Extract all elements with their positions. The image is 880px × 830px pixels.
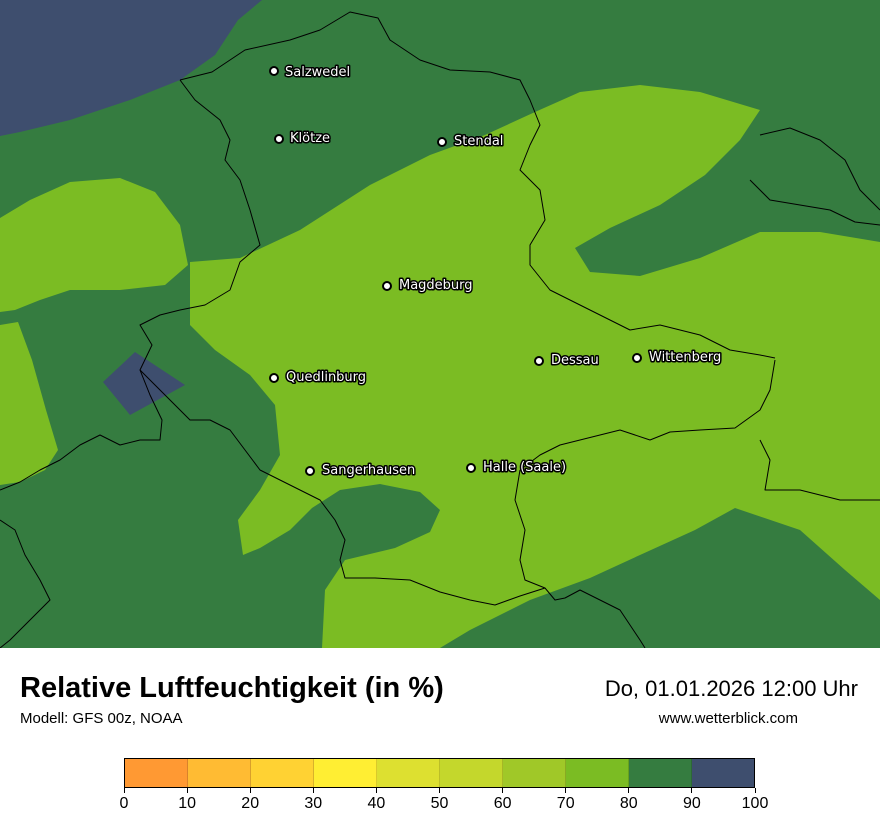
humidity-area-90-100-harz bbox=[103, 352, 185, 415]
legend-tick-label: 0 bbox=[119, 795, 129, 812]
state-border-southwest-corner bbox=[0, 519, 51, 648]
city-label-stendal: Stendal bbox=[454, 134, 503, 149]
state-border-south-east bbox=[519, 359, 776, 471]
border-lines bbox=[0, 11, 880, 648]
legend-tick-mark bbox=[249, 788, 251, 793]
model-info: Modell: GFS 00z, NOAA bbox=[20, 710, 183, 727]
state-border-north bbox=[179, 11, 776, 359]
legend-tick-label: 100 bbox=[741, 795, 769, 812]
legend-tick-mark bbox=[628, 788, 630, 793]
legend-swatch-8 bbox=[629, 759, 692, 787]
city-label-dessau: Dessau bbox=[551, 353, 599, 368]
city-marker-magdeburg: Magdeburg bbox=[382, 277, 474, 295]
website-link: www.wetterblick.com bbox=[658, 710, 798, 727]
city-dot bbox=[382, 281, 392, 291]
legend-swatch-5 bbox=[440, 759, 503, 787]
city-marker-salzwedel: Salzwedel bbox=[269, 64, 352, 82]
legend-tick-mark bbox=[312, 788, 314, 793]
city-label-halle: Halle (Saale) bbox=[483, 460, 566, 475]
city-marker-stendal: Stendal bbox=[437, 133, 505, 151]
legend-tick-label: 30 bbox=[304, 795, 323, 812]
city-label-magdeburg: Magdeburg bbox=[399, 278, 473, 293]
humidity-area-90-100-north bbox=[0, 0, 262, 136]
state-border-west bbox=[0, 79, 261, 491]
legend-swatch-6 bbox=[503, 759, 566, 787]
state-border-northeast-2 bbox=[749, 179, 880, 226]
legend-tick-mark bbox=[754, 788, 756, 793]
legend-tick-mark bbox=[502, 788, 504, 793]
map-title: Relative Luftfeuchtigkeit (in %) bbox=[20, 672, 444, 704]
city-marker-halle: Halle (Saale) bbox=[466, 459, 568, 477]
state-border-northeast bbox=[759, 127, 880, 211]
legend-tick-label: 10 bbox=[178, 795, 196, 812]
humidity-map-svg: Salzwedel Klötze Stendal Magdeburg Quedl… bbox=[0, 0, 880, 648]
city-dot bbox=[305, 466, 315, 476]
city-marker-kloetze: Klötze bbox=[274, 130, 332, 148]
city-dot bbox=[269, 373, 279, 383]
legend-swatch-1 bbox=[188, 759, 251, 787]
legend-tick-label: 90 bbox=[682, 795, 701, 812]
humidity-area-70-80-far-west bbox=[0, 322, 58, 485]
legend-tick-mark bbox=[691, 788, 693, 793]
legend-tick-label: 70 bbox=[556, 795, 575, 812]
legend-tick-mark bbox=[439, 788, 440, 793]
city-marker-wittenberg: Wittenberg bbox=[632, 349, 723, 367]
city-label-sangerhausen: Sangerhausen bbox=[322, 463, 415, 478]
map-footer: Relative Luftfeuchtigkeit (in %) Modell:… bbox=[0, 648, 880, 830]
state-border-east bbox=[759, 439, 880, 501]
legend-tick-label: 40 bbox=[367, 795, 386, 812]
forecast-datetime: Do, 01.01.2026 12:00 Uhr bbox=[604, 676, 858, 701]
legend-swatch-0 bbox=[125, 759, 188, 787]
city-marker-dessau: Dessau bbox=[534, 352, 600, 370]
city-dot bbox=[274, 134, 284, 144]
legend-swatch-4 bbox=[377, 759, 440, 787]
city-label-kloetze: Klötze bbox=[290, 131, 330, 146]
city-dot bbox=[534, 356, 544, 366]
color-legend bbox=[124, 758, 755, 788]
city-dot bbox=[437, 137, 447, 147]
city-label-salzwedel: Salzwedel bbox=[285, 65, 350, 80]
city-label-wittenberg: Wittenberg bbox=[649, 350, 721, 365]
legend-tick-mark bbox=[565, 788, 567, 793]
legend-tick-label: 50 bbox=[430, 795, 449, 812]
city-marker-quedlinburg: Quedlinburg bbox=[269, 369, 368, 387]
city-label-quedlinburg: Quedlinburg bbox=[286, 370, 366, 385]
humidity-area-70-80-central bbox=[190, 85, 880, 648]
city-dot bbox=[466, 463, 476, 473]
weather-map: Salzwedel Klötze Stendal Magdeburg Quedl… bbox=[0, 0, 880, 648]
city-dot bbox=[632, 353, 642, 363]
legend-swatch-9 bbox=[692, 759, 754, 787]
humidity-area-70-80-west bbox=[0, 178, 188, 312]
legend-tick-mark bbox=[375, 788, 377, 793]
state-border-south-west bbox=[139, 369, 646, 648]
legend-swatch-3 bbox=[314, 759, 377, 787]
city-marker-sangerhausen: Sangerhausen bbox=[305, 462, 417, 480]
legend-tick-label: 80 bbox=[619, 795, 638, 812]
legend-ticks: 0 10 20 30 40 50 60 70 80 90 100 bbox=[120, 788, 768, 818]
legend-tick-mark bbox=[123, 788, 125, 793]
legend-tick-mark bbox=[186, 788, 188, 793]
legend-tick-label: 60 bbox=[493, 795, 512, 812]
legend-swatch-2 bbox=[251, 759, 314, 787]
legend-swatch-7 bbox=[566, 759, 629, 787]
city-dot bbox=[269, 66, 279, 76]
state-border-south-inner bbox=[514, 469, 546, 589]
legend-tick-label: 20 bbox=[241, 795, 260, 812]
